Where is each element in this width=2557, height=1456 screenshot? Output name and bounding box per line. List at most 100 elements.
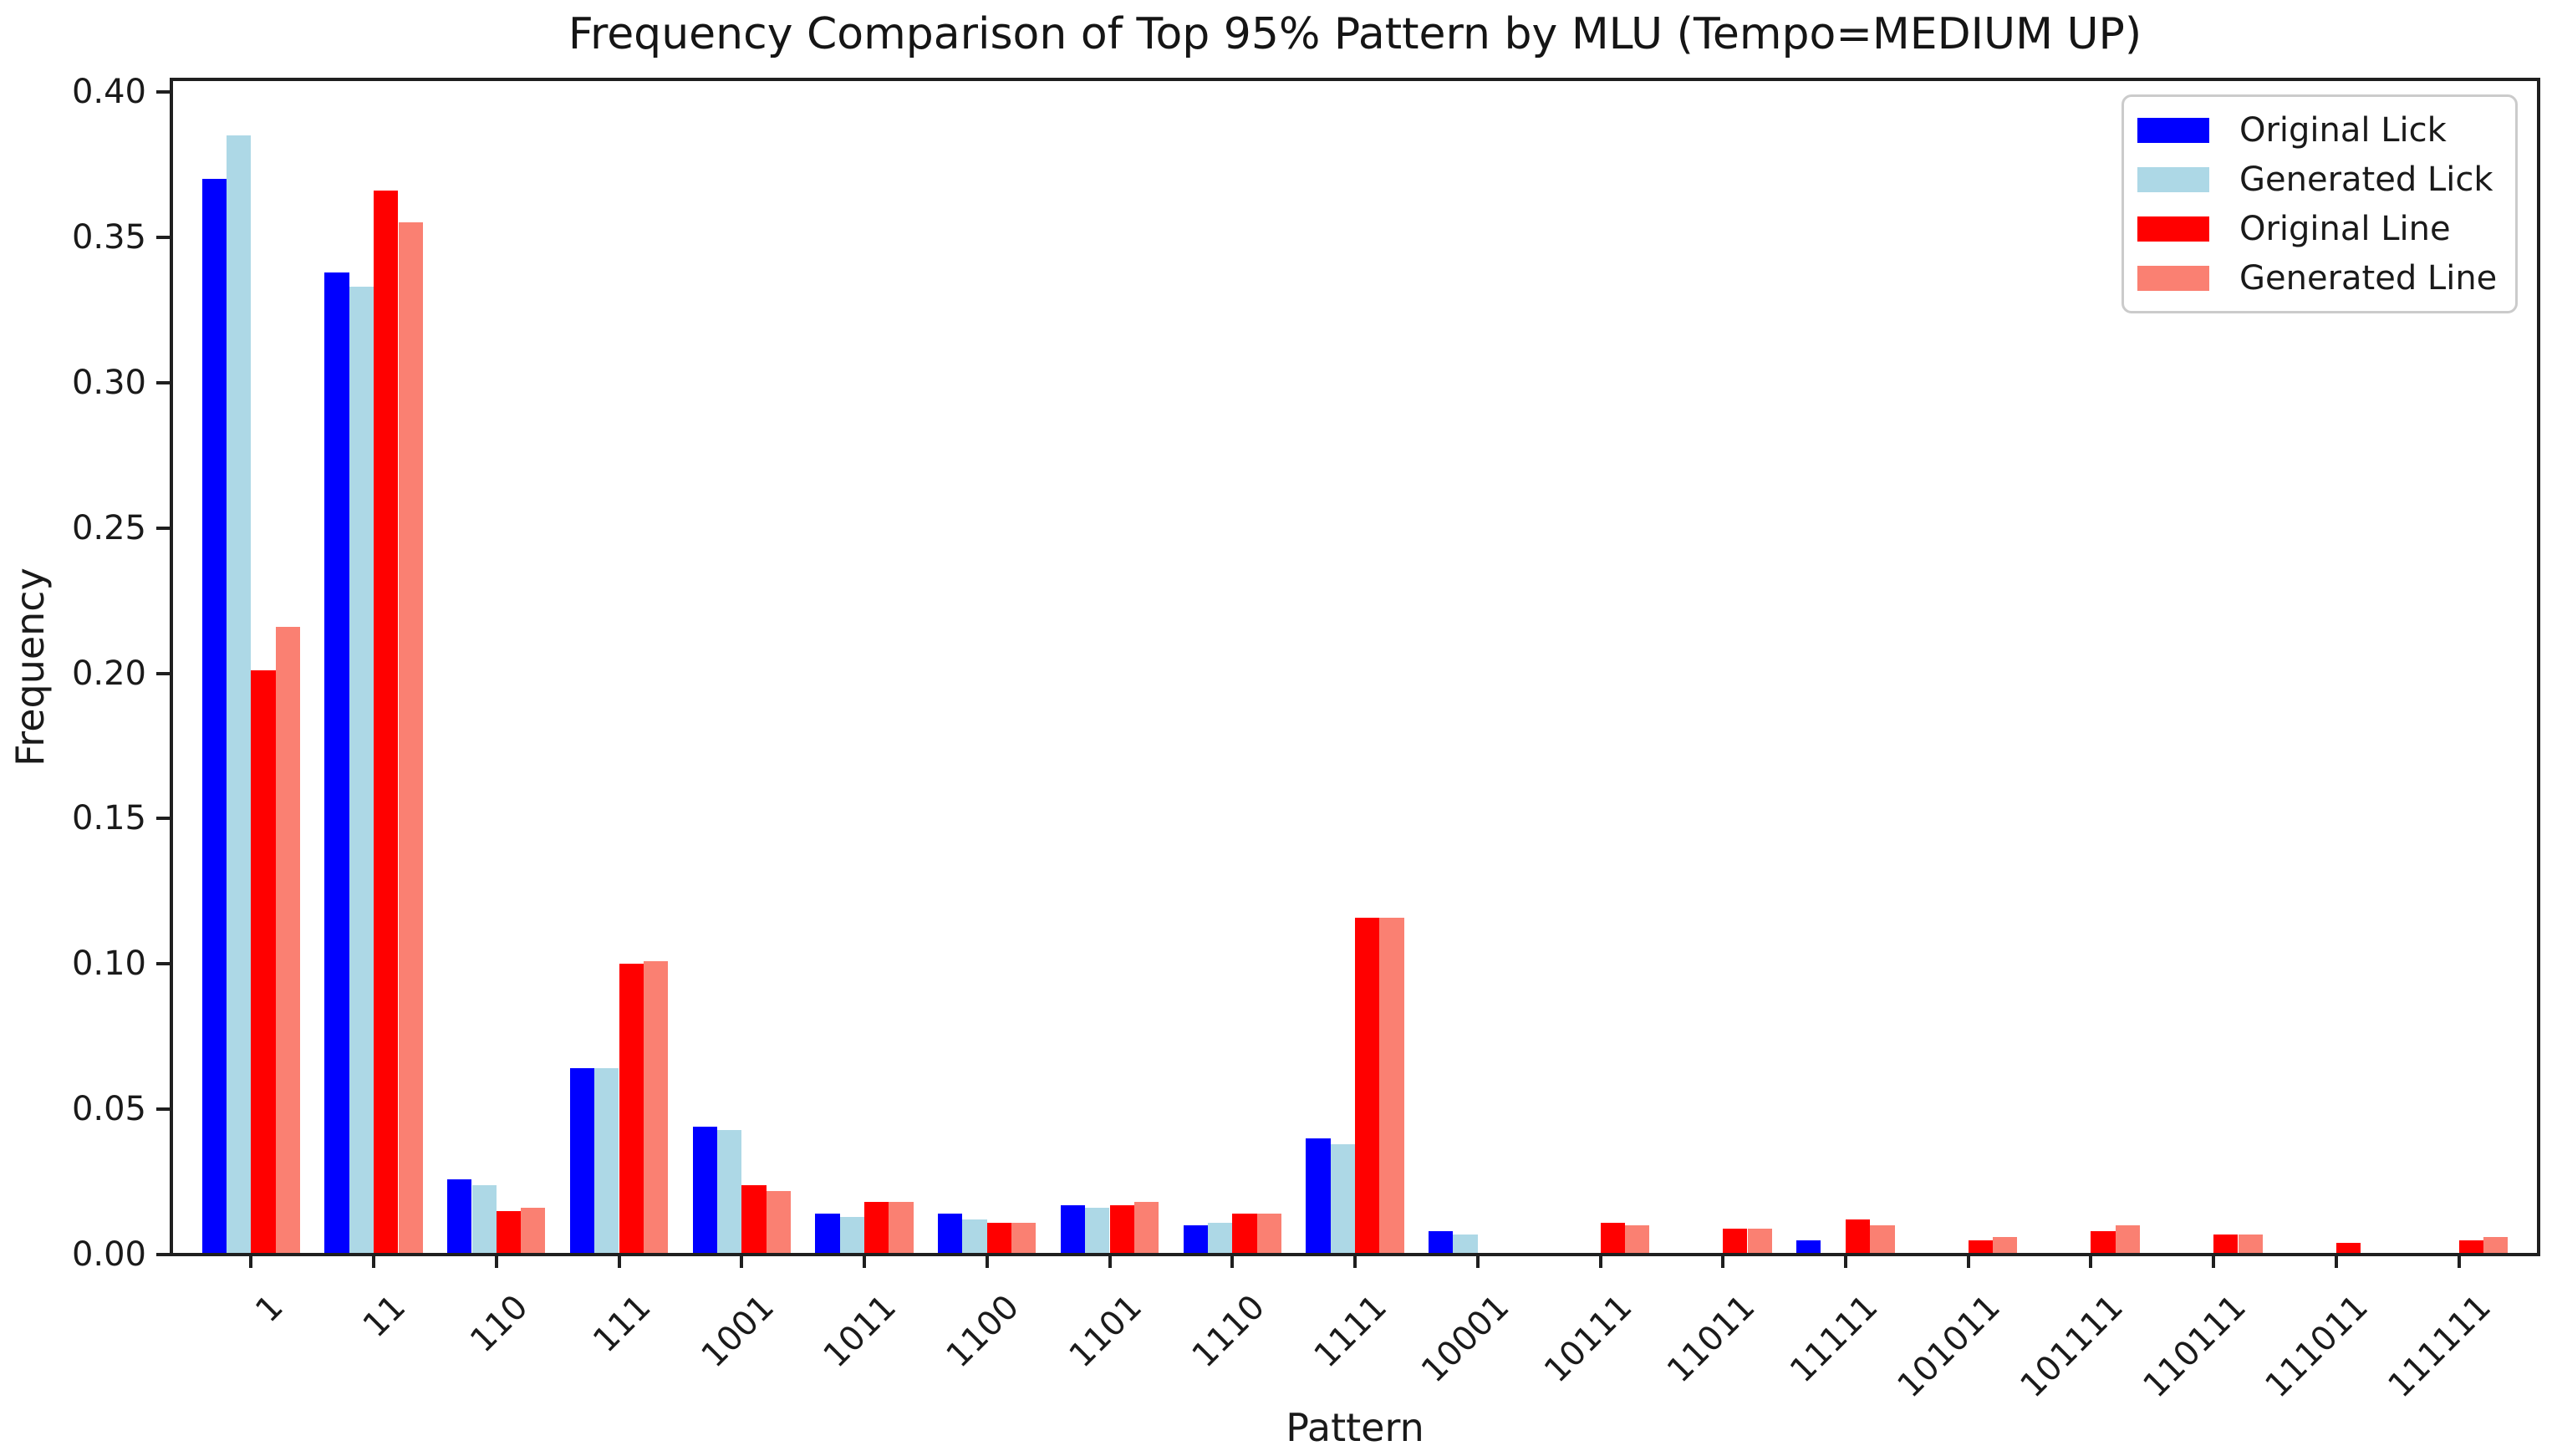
- y-tick: [156, 90, 170, 94]
- x-tick-label: 11011: [1659, 1287, 1763, 1391]
- bar-generated-line-1001: [766, 1190, 791, 1255]
- bar-original-line-111011: [2335, 1243, 2361, 1255]
- legend-label: Generated Lick: [2239, 160, 2493, 199]
- y-tick-label: 0.40: [71, 73, 146, 111]
- x-tick-label: 111: [586, 1287, 659, 1361]
- bar-original-lick-1011: [815, 1214, 840, 1255]
- legend-label: Generated Line: [2239, 258, 2498, 298]
- x-tick: [249, 1255, 253, 1268]
- bar-original-line-1001: [741, 1184, 767, 1255]
- bar-generated-line-10111: [1624, 1225, 1650, 1255]
- x-tick: [1966, 1255, 1970, 1268]
- x-tick-label: 101111: [2013, 1287, 2131, 1406]
- x-tick: [1843, 1255, 1847, 1268]
- legend-entry: Generated Lick: [2124, 160, 2515, 200]
- x-tick: [372, 1255, 376, 1268]
- y-tick-label: 0.35: [71, 217, 146, 257]
- x-tick-label: 11111: [1782, 1287, 1886, 1391]
- legend-entry: Original Lick: [2124, 110, 2515, 150]
- bar-generated-lick-1001: [717, 1129, 742, 1255]
- x-tick: [2334, 1255, 2338, 1268]
- bar-generated-lick-11: [349, 287, 374, 1255]
- bar-original-line-1: [251, 670, 276, 1255]
- bar-generated-lick-10001: [1453, 1234, 1478, 1255]
- x-tick-label: 1101: [1062, 1287, 1149, 1376]
- spine-left: [170, 78, 173, 1256]
- legend-label: Original Line: [2239, 209, 2451, 248]
- legend: Original Lick Generated Lick Original Line…: [2121, 94, 2518, 313]
- x-tick: [1475, 1255, 1480, 1268]
- y-tick-label: 0.10: [71, 944, 146, 984]
- bar-original-line-1011: [864, 1202, 889, 1255]
- x-tick: [1230, 1255, 1235, 1268]
- bar-generated-line-11: [398, 222, 423, 1255]
- bar-generated-line-110111: [2238, 1234, 2263, 1255]
- bar-generated-line-1100: [1011, 1222, 1037, 1255]
- bar-original-lick-1110: [1183, 1225, 1208, 1255]
- bar-original-line-101111: [2091, 1231, 2116, 1255]
- y-tick: [156, 235, 170, 239]
- y-tick-label: 0.20: [71, 654, 146, 693]
- bar-original-line-111: [619, 964, 644, 1255]
- bar-generated-lick-111: [594, 1068, 619, 1255]
- bar-original-line-110111: [2213, 1234, 2239, 1255]
- bar-generated-lick-1101: [1085, 1208, 1110, 1255]
- x-tick: [2089, 1255, 2093, 1268]
- x-tick: [740, 1255, 744, 1268]
- bar-original-line-111111: [2458, 1240, 2483, 1255]
- bar-original-line-1100: [986, 1222, 1012, 1255]
- y-tick-label: 0.00: [71, 1235, 146, 1274]
- bar-generated-line-1: [275, 626, 300, 1255]
- bar-original-lick-11111: [1796, 1240, 1821, 1255]
- x-tick-label: 111111: [2381, 1287, 2498, 1406]
- bar-original-line-11111: [1845, 1219, 1871, 1255]
- x-tick: [985, 1255, 989, 1268]
- bar-generated-line-1111: [1379, 917, 1404, 1255]
- x-tick-label: 10001: [1414, 1287, 1517, 1391]
- bar-original-line-1110: [1232, 1214, 1257, 1255]
- bar-original-line-11011: [1723, 1228, 1748, 1255]
- x-tick-label: 110: [463, 1287, 537, 1361]
- bar-generated-line-111: [643, 960, 669, 1255]
- bar-original-line-11: [374, 191, 399, 1255]
- bar-original-lick-1100: [938, 1214, 963, 1255]
- y-tick: [156, 671, 170, 675]
- x-tick: [494, 1255, 498, 1268]
- x-tick-label: 1100: [939, 1287, 1027, 1376]
- bar-generated-line-1110: [1256, 1214, 1281, 1255]
- x-tick: [617, 1255, 621, 1268]
- x-tick: [2212, 1255, 2216, 1268]
- bar-generated-line-11011: [1747, 1228, 1772, 1255]
- bar-original-lick-1: [201, 179, 227, 1255]
- x-tick-label: 111011: [2258, 1287, 2376, 1406]
- y-tick: [156, 1253, 170, 1256]
- x-tick-label: 1: [248, 1287, 291, 1331]
- bar-original-lick-1111: [1306, 1138, 1331, 1255]
- bar-generated-line-101011: [1993, 1237, 2018, 1255]
- bar-original-line-1111: [1355, 917, 1380, 1255]
- legend-swatch-generated-lick: [2137, 166, 2209, 192]
- x-tick-label: 1001: [694, 1287, 782, 1376]
- bar-original-line-1101: [1109, 1204, 1134, 1255]
- bar-generated-line-110: [521, 1208, 546, 1255]
- y-tick-label: 0.30: [71, 363, 146, 402]
- bar-generated-lick-1011: [839, 1216, 864, 1255]
- y-tick: [156, 817, 170, 821]
- bar-generated-lick-110: [471, 1184, 497, 1255]
- bar-original-line-110: [496, 1210, 522, 1255]
- bar-generated-line-1101: [1133, 1202, 1159, 1255]
- legend-swatch-original-line: [2137, 216, 2209, 242]
- y-tick: [156, 380, 170, 384]
- x-tick: [1353, 1255, 1357, 1268]
- legend-label: Original Lick: [2239, 110, 2447, 150]
- x-tick: [1108, 1255, 1112, 1268]
- legend-entry: Original Line: [2124, 209, 2515, 249]
- bar-original-lick-1101: [1060, 1204, 1086, 1255]
- bar-generated-lick-1100: [962, 1219, 987, 1255]
- legend-swatch-original-lick: [2137, 117, 2209, 143]
- x-axis-label: Pattern: [1286, 1405, 1424, 1450]
- spine-top: [170, 78, 2540, 81]
- bar-generated-line-101111: [2115, 1225, 2141, 1255]
- bar-original-lick-110: [447, 1179, 472, 1255]
- y-tick-label: 0.25: [71, 508, 146, 547]
